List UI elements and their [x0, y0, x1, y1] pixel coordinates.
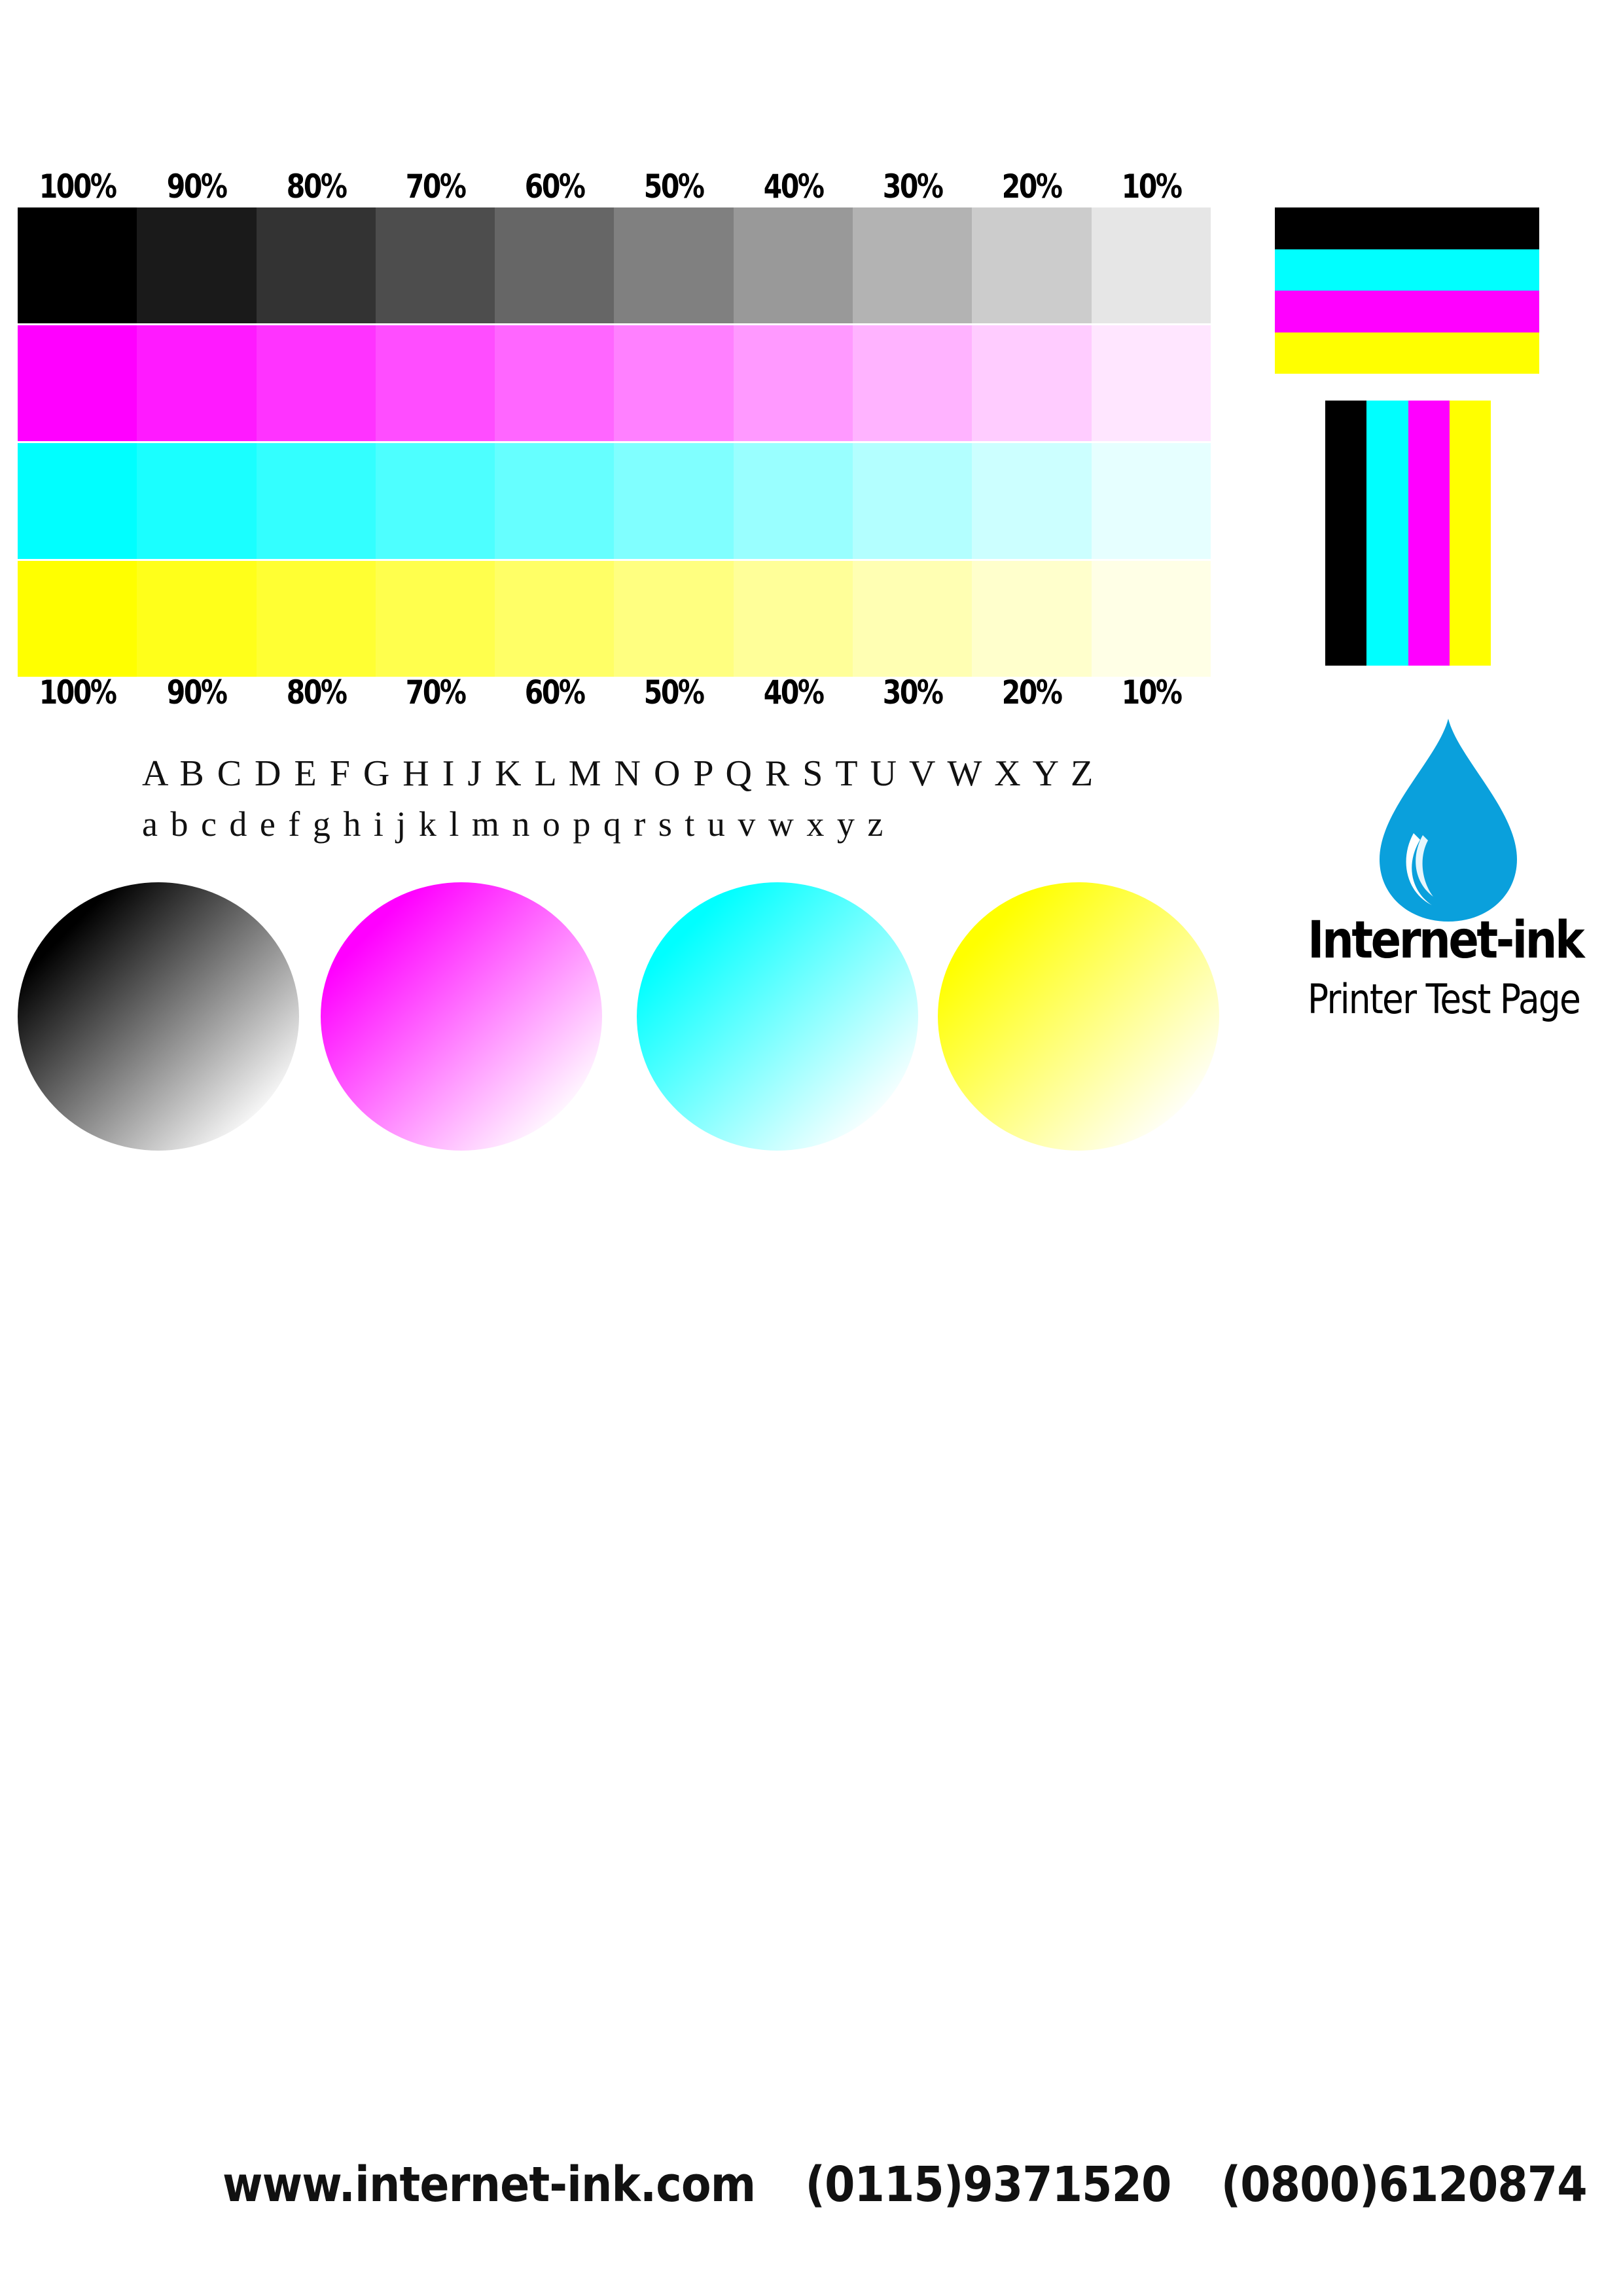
black-swatch-50% [614, 207, 734, 323]
cyan-gradient-circle [637, 882, 918, 1151]
magenta-swatch-70% [375, 325, 495, 441]
magenta-gradient-circle [321, 882, 602, 1151]
cyan-swatch-50% [614, 443, 734, 559]
black-swatch-40% [733, 207, 853, 323]
percent-label: 90% [167, 168, 228, 206]
percent-label: 80% [286, 673, 347, 711]
cmyk-vertical-bars [1325, 401, 1491, 666]
cyan-tint-ramp [18, 443, 1211, 559]
cyan-horizontal-bar [1275, 249, 1539, 291]
percent-label: 20% [1002, 673, 1063, 711]
black-gradient-circle [18, 882, 299, 1151]
cyan-swatch-80% [256, 443, 376, 559]
percent-label: 60% [524, 673, 586, 711]
percent-label: 10% [1121, 168, 1182, 206]
yellow-gradient-circle [938, 882, 1219, 1151]
percent-label: 30% [882, 673, 944, 711]
magenta-swatch-50% [614, 325, 734, 441]
cyan-swatch-90% [137, 443, 257, 559]
yellow-swatch-30% [853, 561, 972, 677]
magenta-vertical-bar [1408, 401, 1450, 666]
yellow-swatch-70% [375, 561, 495, 677]
magenta-swatch-40% [733, 325, 853, 441]
yellow-vertical-bar [1449, 401, 1491, 666]
ink-drop-icon [1380, 719, 1517, 922]
percent-label: 70% [405, 673, 467, 711]
yellow-horizontal-bar [1275, 332, 1539, 374]
cmyk-horizontal-bars [1275, 207, 1539, 374]
yellow-tint-ramp [18, 561, 1211, 677]
black-swatch-30% [853, 207, 972, 323]
alphabet-lowercase: a b c d e f g h i j k l m n o p q r s t … [142, 804, 885, 844]
magenta-swatch-30% [853, 325, 972, 441]
yellow-swatch-80% [256, 561, 376, 677]
black-swatch-10% [1091, 207, 1211, 323]
cyan-swatch-20% [972, 443, 1092, 559]
footer-contact: www.internet-ink.com (0115)9371520 (0800… [223, 2157, 1622, 2213]
magenta-horizontal-bar [1275, 291, 1539, 332]
black-swatch-70% [375, 207, 495, 323]
yellow-swatch-90% [137, 561, 257, 677]
brand-subtitle: Printer Test Page [1308, 975, 1581, 1023]
cyan-vertical-bar [1366, 401, 1408, 666]
yellow-swatch-50% [614, 561, 734, 677]
black-swatch-100% [18, 207, 137, 323]
black-horizontal-bar [1275, 207, 1539, 249]
black-swatch-80% [256, 207, 376, 323]
cyan-swatch-100% [18, 443, 137, 559]
percent-label: 10% [1121, 673, 1182, 711]
footer-phone-1: (0115)9371520 [805, 2157, 1172, 2213]
percent-label: 60% [524, 168, 586, 206]
black-tint-ramp [18, 207, 1211, 323]
magenta-swatch-80% [256, 325, 376, 441]
magenta-swatch-20% [972, 325, 1092, 441]
cyan-swatch-40% [733, 443, 853, 559]
black-swatch-20% [972, 207, 1092, 323]
magenta-swatch-60% [495, 325, 615, 441]
black-swatch-60% [495, 207, 615, 323]
magenta-swatch-10% [1091, 325, 1211, 441]
percent-label: 50% [644, 168, 705, 206]
percent-label: 40% [763, 168, 825, 206]
percent-label: 90% [167, 673, 228, 711]
alphabet-uppercase: A B C D E F G H I J K L M N O P Q R S T … [142, 753, 1096, 794]
yellow-swatch-60% [495, 561, 615, 677]
percent-label: 50% [644, 673, 705, 711]
brand-title: Internet-ink [1308, 911, 1585, 970]
magenta-swatch-90% [137, 325, 257, 441]
percent-label: 100% [39, 168, 117, 206]
percent-label: 30% [882, 168, 944, 206]
percent-labels-top: 100% 90% 80% 70% 60% 50% 40% 30% 20% 10% [18, 167, 1211, 206]
magenta-swatch-100% [18, 325, 137, 441]
percent-label: 100% [39, 673, 117, 711]
yellow-swatch-10% [1091, 561, 1211, 677]
yellow-swatch-40% [733, 561, 853, 677]
footer-phone-2: (0800)6120874 [1221, 2157, 1588, 2213]
percent-label: 20% [1002, 168, 1063, 206]
percent-labels-bottom: 100% 90% 80% 70% 60% 50% 40% 30% 20% 10% [18, 673, 1211, 712]
magenta-tint-ramp [18, 325, 1211, 441]
black-vertical-bar [1325, 401, 1367, 666]
tint-ramps [18, 207, 1211, 679]
percent-label: 40% [763, 673, 825, 711]
yellow-swatch-20% [972, 561, 1092, 677]
cyan-swatch-60% [495, 443, 615, 559]
footer-website: www.internet-ink.com [223, 2157, 756, 2213]
yellow-swatch-100% [18, 561, 137, 677]
cyan-swatch-10% [1091, 443, 1211, 559]
cyan-swatch-30% [853, 443, 972, 559]
black-swatch-90% [137, 207, 257, 323]
percent-label: 70% [405, 168, 467, 206]
percent-label: 80% [286, 168, 347, 206]
cyan-swatch-70% [375, 443, 495, 559]
